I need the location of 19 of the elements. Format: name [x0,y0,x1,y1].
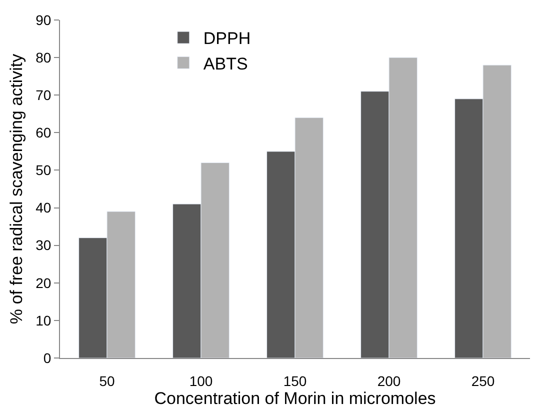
y-tick-label: 90 [36,12,52,28]
y-tick-label: 0 [43,350,52,366]
x-axis-title: Concentration of Morin in micromoles [154,388,436,408]
y-tick-label: 50 [36,162,52,178]
y-axis-title: % of free radical scavenging activity [7,53,26,324]
y-tick-label: 30 [36,237,52,254]
y-tick-label: 10 [36,312,52,328]
x-tick-label: 50 [99,372,115,389]
x-tick-label: 250 [471,372,495,389]
legend-label: ABTS [203,54,248,74]
x-tick-label: 150 [283,372,307,389]
y-tick-label: 20 [36,274,52,291]
x-tick-label: 200 [377,372,401,389]
y-tick-label: 70 [36,87,52,104]
y-tick-label: 40 [36,200,52,216]
legend-label: DPPH [203,29,251,48]
y-tick-label: 80 [36,49,52,66]
x-tick-label: 100 [189,372,213,389]
y-tick-label: 60 [36,124,52,141]
